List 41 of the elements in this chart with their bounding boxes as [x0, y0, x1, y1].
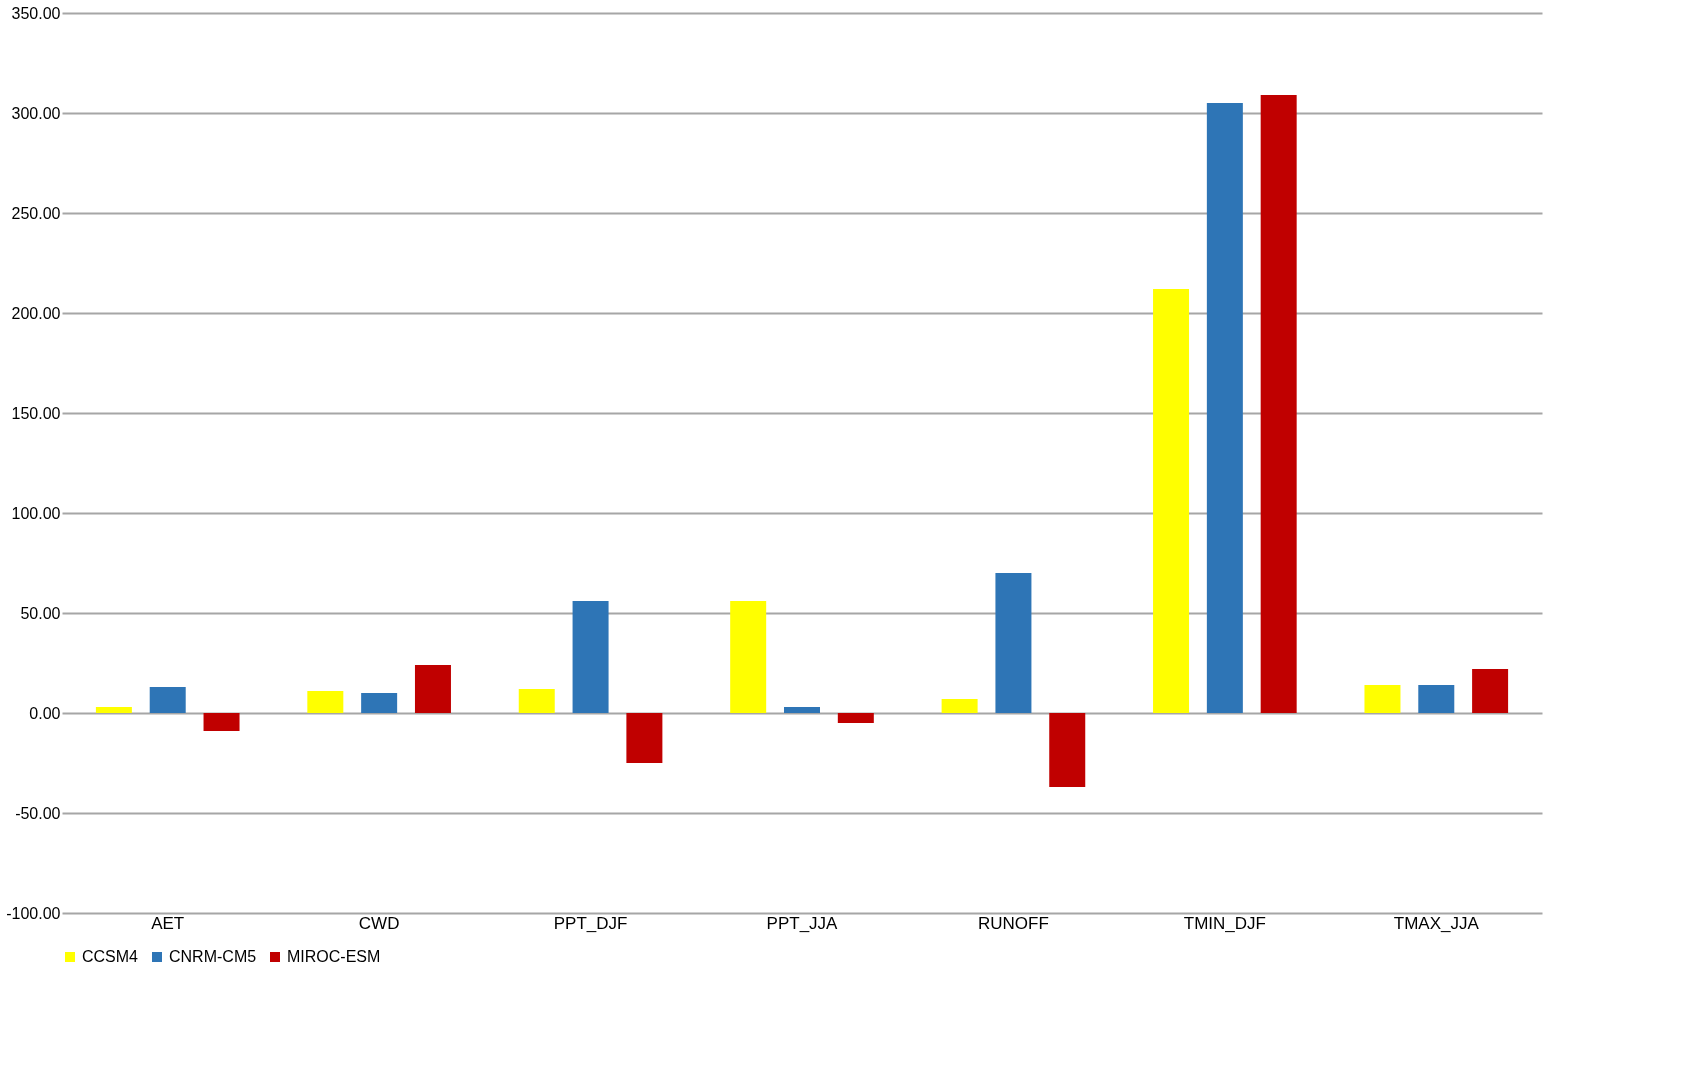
bar [837, 713, 874, 723]
bar [203, 713, 240, 731]
y-tick-label: 200.00 [11, 304, 61, 322]
bar [518, 689, 555, 713]
y-tick-label: 350.00 [11, 4, 61, 22]
y-tick-label: 100.00 [11, 504, 61, 522]
bar [414, 665, 451, 713]
bar [1364, 685, 1401, 713]
bar [1260, 95, 1297, 713]
y-tick-label: 0.00 [29, 704, 61, 722]
y-tick-label: 250.00 [11, 204, 61, 222]
x-tick-label: RUNOFF [978, 913, 1049, 933]
bar [95, 707, 132, 713]
y-tick-label: 50.00 [20, 604, 61, 622]
bar [784, 707, 820, 713]
bar [1049, 713, 1086, 787]
legend-label: CNRM-CM5 [169, 948, 257, 965]
bar [1153, 289, 1190, 713]
bar [1472, 669, 1509, 713]
bar [572, 601, 609, 713]
bar [941, 699, 978, 713]
bar [730, 601, 767, 713]
y-tick-label: -100.00 [6, 904, 61, 922]
y-tick-label: 300.00 [11, 104, 61, 122]
x-tick-label: TMIN_DJF [1183, 913, 1266, 933]
x-tick-label: PPT_JJA [766, 913, 839, 933]
x-tick-label: AET [151, 913, 185, 933]
bar [361, 693, 398, 713]
x-tick-label: CWD [358, 913, 400, 933]
bar [1418, 685, 1455, 713]
bar [995, 573, 1032, 713]
y-tick-label: -50.00 [15, 804, 61, 822]
legend-label: MIROC-ESM [287, 948, 381, 965]
y-tick-label: 150.00 [11, 404, 61, 422]
bar [307, 691, 344, 713]
bar [626, 713, 663, 763]
legend-label: CCSM4 [82, 948, 139, 965]
x-tick-label: TMAX_JJA [1393, 913, 1480, 933]
bar [149, 687, 186, 713]
bar [1206, 103, 1243, 713]
x-tick-label: PPT_DJF [553, 913, 628, 933]
